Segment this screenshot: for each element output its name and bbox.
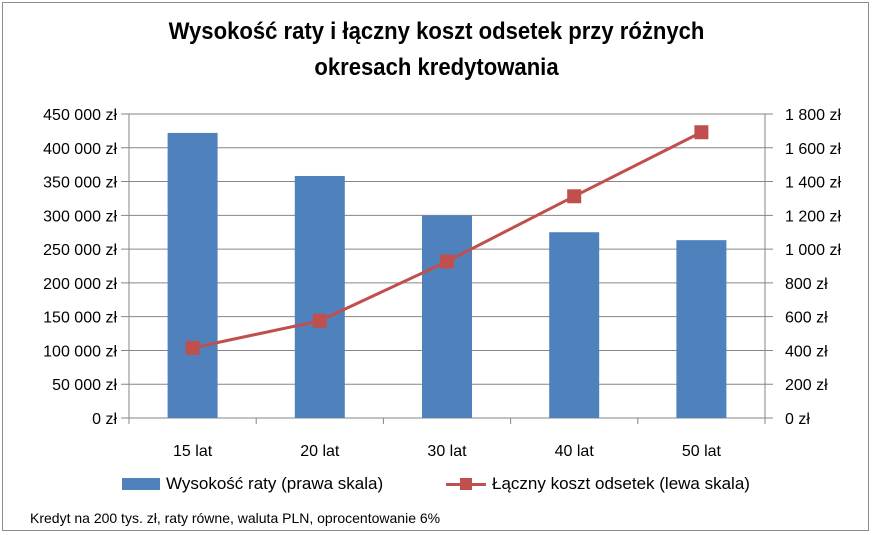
legend-item-bar: Wysokość raty (prawa skala)	[122, 474, 383, 494]
x-axis-category-label: 15 lat	[173, 443, 213, 460]
left-axis-tick-label: 150 000 zł	[43, 310, 117, 327]
chart-title-line2: okresach kredytowania	[314, 54, 559, 81]
legend-line-marker-icon	[446, 477, 486, 491]
legend-bar-label: Wysokość raty (prawa skala)	[166, 474, 384, 493]
right-axis-tick-label: 1 800 zł	[785, 107, 841, 124]
right-axis-tick-label: 600 zł	[785, 310, 828, 327]
bar-50-lat	[676, 240, 727, 418]
bar-15-lat	[167, 132, 218, 418]
left-axis-tick-label: 400 000 zł	[43, 141, 117, 158]
legend-line-label: Łączny koszt odsetek (lewa skala)	[492, 474, 750, 493]
legend-bar-swatch-icon	[122, 478, 160, 490]
bar-40-lat	[549, 232, 600, 418]
right-axis-tick-label: 200 zł	[785, 377, 828, 394]
left-axis-tick-label: 100 000 zł	[43, 343, 117, 360]
right-axis-tick-label: 1 000 zł	[785, 242, 841, 259]
line-marker	[185, 340, 200, 355]
x-axis-category-label: 30 lat	[427, 443, 467, 460]
line-marker	[567, 189, 582, 204]
left-axis-tick-label: 0 zł	[92, 411, 117, 428]
right-axis-tick-label: 800 zł	[785, 276, 828, 293]
line-marker	[694, 125, 709, 140]
right-axis-tick-label: 1 600 zł	[785, 141, 841, 158]
right-axis-tick-label: 1 200 zł	[785, 208, 841, 225]
x-axis-category-label: 50 lat	[682, 443, 722, 460]
line-marker	[312, 313, 327, 328]
left-axis-tick-label: 250 000 zł	[43, 242, 117, 259]
x-axis-category-label: 20 lat	[300, 443, 340, 460]
footnote: Kredyt na 200 tys. zł, raty równe, walut…	[30, 510, 441, 526]
left-axis-tick-label: 50 000 zł	[52, 377, 117, 394]
legend-item-line: Łączny koszt odsetek (lewa skala)	[446, 474, 750, 494]
line-marker	[440, 254, 454, 269]
bar-30-lat	[422, 215, 472, 418]
left-axis-tick-label: 200 000 zł	[43, 276, 117, 293]
right-axis-tick-label: 0 zł	[785, 411, 810, 428]
x-axis-category-label: 40 lat	[555, 443, 595, 460]
right-axis-tick-label: 1 400 zł	[785, 175, 841, 192]
left-axis-tick-label: 450 000 zł	[43, 107, 117, 124]
bar-20-lat	[294, 175, 345, 418]
chart-title-line1: Wysokość raty i łączny koszt odsetek prz…	[168, 18, 705, 45]
left-axis-tick-label: 350 000 zł	[43, 175, 117, 192]
left-axis-tick-label: 300 000 zł	[43, 208, 117, 225]
right-axis-tick-label: 400 zł	[785, 343, 828, 360]
chart-title: Wysokość raty i łączny koszt odsetek prz…	[35, 14, 838, 86]
